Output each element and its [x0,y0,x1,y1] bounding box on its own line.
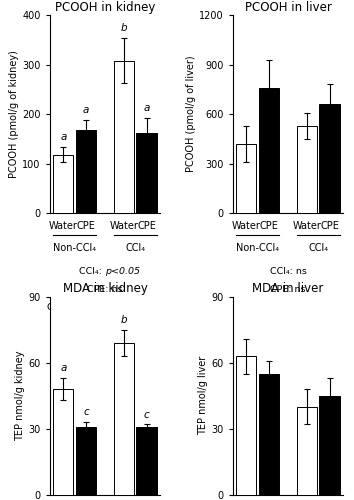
Bar [236,356,256,495]
Y-axis label: TEP nmol/g kidney: TEP nmol/g kidney [16,350,25,441]
Text: Water: Water [49,222,78,232]
Text: CCl₄: CCl₄ [308,243,328,253]
Text: p<0.05: p<0.05 [105,302,140,312]
Text: CPE: ns: CPE: ns [270,285,306,294]
Text: a: a [143,103,150,113]
Bar [319,396,339,495]
Text: CPE: CPE [137,222,156,232]
Text: CPE: CPE [259,222,279,232]
Text: b: b [121,24,127,34]
Text: c: c [144,410,149,420]
Bar [259,88,279,214]
Bar [137,426,157,495]
Title: MDA in kidney: MDA in kidney [63,282,147,296]
Bar [259,374,279,495]
Text: c: c [83,408,89,418]
Y-axis label: TEP nmol/g liver: TEP nmol/g liver [199,356,209,436]
Text: p<0.05: p<0.05 [105,267,140,276]
Text: Water: Water [109,222,138,232]
Text: Non-CCl₄: Non-CCl₄ [53,243,96,253]
Bar [53,389,74,495]
Bar [53,155,74,214]
Text: b: b [121,315,127,325]
Text: CCl₄ × CPE:: CCl₄ × CPE: [47,302,105,312]
Text: CPE: ns: CPE: ns [87,285,123,294]
Text: a: a [83,105,89,115]
Bar [114,343,134,495]
Bar [76,426,96,495]
Text: Non-CCl₄: Non-CCl₄ [236,243,279,253]
Text: CCl₄: CCl₄ [125,243,145,253]
Bar [297,407,317,495]
Text: a: a [60,363,67,373]
Y-axis label: PCOOH (pmol/g of kidney): PCOOH (pmol/g of kidney) [9,50,19,178]
Bar [114,60,134,214]
Text: Water: Water [232,222,261,232]
Text: CCl₄:: CCl₄: [79,267,105,276]
Text: CCl₄ × CPE: ns: CCl₄ × CPE: ns [253,302,322,312]
Text: CPE: CPE [320,222,339,232]
Text: a: a [60,132,67,142]
Text: Water: Water [292,222,321,232]
Bar [297,126,317,214]
Bar [76,130,96,214]
Bar [137,133,157,214]
Text: CPE: CPE [77,222,96,232]
Text: CCl₄: ns: CCl₄: ns [269,267,306,276]
Title: MDA in liver: MDA in liver [252,282,324,296]
Y-axis label: PCOOH (pmol/g of liver): PCOOH (pmol/g of liver) [186,56,196,172]
Bar [319,104,339,214]
Bar [236,144,256,214]
Title: PCOOH in kidney: PCOOH in kidney [55,1,155,14]
Title: PCOOH in liver: PCOOH in liver [245,1,331,14]
